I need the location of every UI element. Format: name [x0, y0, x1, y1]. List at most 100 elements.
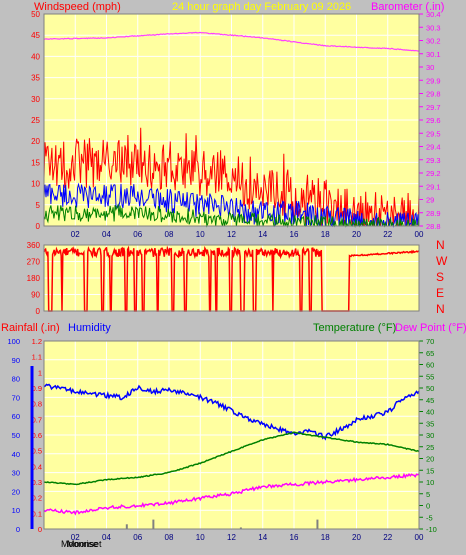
barometer-tick-label: 30 [426, 63, 434, 72]
temperature-tick-label: 5 [426, 490, 430, 499]
temperature-axis-title: Temperature (°F) [313, 322, 396, 334]
rainfall-tick-label: 1.1 [32, 353, 42, 362]
wind-tick-label: 25 [31, 116, 40, 125]
humidity-tick-label: 40 [12, 450, 20, 459]
windspeed-axis-title: Windspeed (mph) [34, 1, 121, 13]
direction-label-s: S [436, 270, 444, 284]
humidity-tick-label: 70 [12, 393, 20, 402]
time-tick-label: 14 [258, 230, 267, 239]
barometer-tick-label: 30.1 [426, 50, 441, 59]
rainfall-axis-title: Rainfall (.in) [1, 322, 60, 334]
time-tick-label: 14 [258, 533, 267, 542]
rainfall-tick-label: 0.2 [32, 494, 42, 503]
barometer-axis-title: Barometer (.in) [371, 1, 444, 13]
rainfall-tick-label: 0.1 [32, 509, 42, 518]
time-tick-label: 16 [290, 533, 299, 542]
temperature-tick-label: 70 [426, 337, 434, 346]
plot-frame [43, 244, 420, 312]
humidity-tick-label: 60 [12, 412, 20, 421]
barometer-tick-label: 28.8 [426, 222, 441, 231]
barometer-tick-label: 29.4 [426, 143, 441, 152]
time-tick-label: 06 [133, 230, 142, 239]
rainfall-tick-label: 0.9 [32, 384, 42, 393]
humidity-tick-label: 90 [12, 356, 20, 365]
time-tick-label: 08 [165, 533, 174, 542]
time-tick-label: 08 [165, 230, 174, 239]
humidity-tick-label: 50 [12, 431, 20, 440]
direction-label-e: E [436, 286, 444, 300]
wind-tick-label: 35 [31, 74, 40, 83]
rainfall-tick-label: 0.3 [32, 478, 42, 487]
wind-tick-label: 5 [36, 201, 41, 210]
time-tick-label: 20 [352, 230, 361, 239]
humidity-tick-label: 0 [16, 525, 20, 534]
temperature-tick-label: 50 [426, 384, 434, 393]
temperature-tick-label: 25 [426, 443, 434, 452]
temperature-tick-label: -5 [426, 513, 433, 522]
plot-frame [43, 340, 420, 530]
moonset-label: Moonset [67, 539, 102, 549]
direction-tick-label: 0 [36, 307, 41, 316]
temperature-tick-label: 0 [426, 502, 430, 511]
temperature-tick-label: 40 [426, 408, 434, 417]
time-tick-label: 22 [383, 533, 392, 542]
barometer-tick-label: 29.5 [426, 129, 441, 138]
wind-tick-label: 15 [31, 158, 40, 167]
rainfall-tick-label: 1.2 [32, 337, 42, 346]
time-tick-label: 10 [196, 533, 205, 542]
humidity-tick-label: 30 [12, 469, 20, 478]
humidity-tick-label: 80 [12, 375, 20, 384]
temperature-series-line [43, 431, 420, 486]
rainfall-tick-label: 0.5 [32, 447, 42, 456]
direction-tick-label: 360 [27, 241, 41, 250]
wind-tick-label: 20 [31, 137, 40, 146]
barometer-tick-label: 29.2 [426, 169, 441, 178]
time-tick-label: 16 [290, 230, 299, 239]
barometer-tick-label: 29.7 [426, 103, 441, 112]
rainfall-tick-label: 0.6 [32, 431, 42, 440]
temperature-tick-label: 60 [426, 361, 434, 370]
rainfall-tick-label: 0.4 [32, 462, 42, 471]
dewpoint-series-line [43, 472, 420, 516]
barometer-tick-label: 30.2 [426, 37, 441, 46]
barometer-tick-label: 29.8 [426, 90, 441, 99]
temperature-tick-label: -10 [426, 525, 437, 534]
moonrise-label: Moonrise [61, 539, 98, 549]
humidity-axis-title: Humidity [68, 322, 111, 334]
wind-tick-label: 30 [31, 95, 40, 104]
rainfall-tick-label: 1 [38, 368, 42, 377]
barometer-tick-label: 30.4 [426, 10, 441, 19]
time-tick-label: 00 [415, 533, 424, 542]
time-tick-label: 20 [352, 533, 361, 542]
plot-frame [43, 13, 420, 227]
time-tick-label: 00 [415, 230, 424, 239]
barometer-tick-label: 29.3 [426, 156, 441, 165]
time-tick-label: 10 [196, 230, 205, 239]
temperature-tick-label: 45 [426, 396, 434, 405]
barometer-tick-label: 29.1 [426, 182, 441, 191]
direction-tick-label: 90 [31, 291, 40, 300]
barometer-series-line [43, 31, 420, 52]
barometer-tick-label: 28.9 [426, 209, 441, 218]
direction-tick-label: 180 [27, 274, 41, 283]
humidity-tick-label: 10 [12, 506, 20, 515]
humidity-tick-label: 100 [7, 337, 20, 346]
temperature-tick-label: 55 [426, 372, 434, 381]
barometer-tick-label: 29 [426, 196, 434, 205]
wind-tick-label: 40 [31, 52, 40, 61]
rainfall-tick-label: 0.7 [32, 415, 42, 424]
temperature-tick-label: 65 [426, 349, 434, 358]
time-tick-label: 18 [321, 230, 330, 239]
direction-label-w: W [436, 254, 448, 268]
direction-label-n-top: N [436, 238, 445, 252]
barometer-tick-label: 29.9 [426, 76, 441, 85]
dewpoint-axis-title: Dew Point (°F) [395, 322, 466, 334]
temperature-tick-label: 30 [426, 431, 434, 440]
time-tick-label: 22 [383, 230, 392, 239]
direction-label-n-bottom: N [436, 302, 445, 316]
temperature-tick-label: 35 [426, 419, 434, 428]
wind-tick-label: 45 [31, 31, 40, 40]
time-tick-label: 02 [71, 533, 80, 542]
temperature-tick-label: 20 [426, 455, 434, 464]
